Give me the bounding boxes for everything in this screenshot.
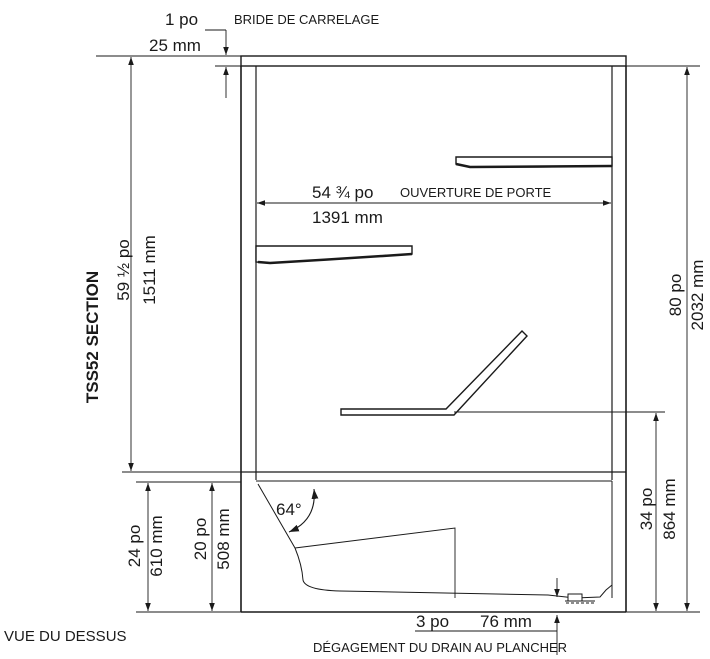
left-height-imperial: 59 ½ po (114, 239, 133, 300)
seat-height-dimension (454, 412, 665, 611)
left-height-metric: 1511 mm (140, 235, 159, 305)
view-label: VUE DU DESSUS (4, 628, 127, 645)
door-opening-label: OUVERTURE DE PORTE (400, 185, 552, 200)
total-height-metric: 2032 mm (688, 260, 707, 331)
seat (341, 331, 527, 415)
tub-interior (258, 484, 612, 598)
door-opening-metric: 1391 mm (312, 208, 383, 227)
base-height-metric: 610 mm (147, 515, 166, 576)
tile-flange-imperial: 1 po (165, 10, 198, 29)
base-height-imperial: 24 po (125, 525, 144, 568)
seat-height-imperial: 34 po (637, 488, 656, 531)
drain-clearance-imperial: 3 po (416, 612, 449, 631)
tub-step (295, 528, 455, 598)
drain-clearance-metric: 76 mm (480, 612, 532, 631)
tub-depth-imperial: 20 po (191, 518, 210, 561)
seat-height-metric: 864 mm (660, 478, 679, 539)
unit-outline (241, 56, 626, 612)
tile-flange-metric: 25 mm (149, 36, 201, 55)
angle-label: 64° (276, 500, 302, 519)
total-height-imperial: 80 po (666, 274, 685, 317)
section-title: TSS52 SECTION (83, 271, 102, 403)
drain-clearance-label: DÉGAGEMENT DU DRAIN AU PLANCHER (313, 640, 567, 655)
tile-flange-label: BRIDE DE CARRELAGE (234, 12, 380, 27)
tile-flange-bar (241, 56, 626, 66)
tub-depth-metric: 508 mm (214, 508, 233, 569)
door-opening-imperial: 54 ¾ po (312, 183, 373, 202)
drain (565, 594, 596, 603)
